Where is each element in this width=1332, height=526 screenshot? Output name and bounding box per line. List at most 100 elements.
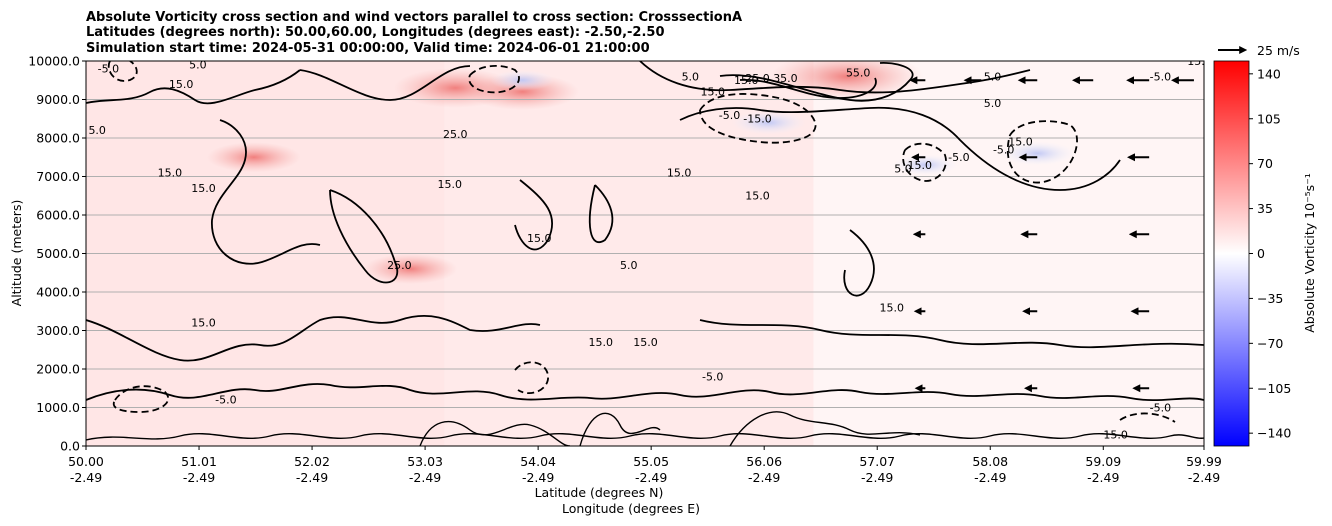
y-tick-label-3: 3000.0 [36, 323, 80, 338]
x-tick-lon-6: -2.49 [748, 470, 780, 485]
contour-label-13: 5.0 [189, 59, 207, 72]
negative-contours [107, 61, 1176, 423]
contour-label-10: 25.0 [443, 128, 468, 141]
vorticity-min-5 [893, 154, 958, 176]
x-tick-lon-8: -2.49 [974, 470, 1006, 485]
y-axis-label: Altitude (meters) [9, 200, 24, 307]
x-tick-lat-1: 51.01 [181, 454, 217, 469]
x-tick-lat-9: 59.09 [1085, 454, 1121, 469]
x-tick-lon-7: -2.49 [861, 470, 893, 485]
contour-label-8: 15.0 [667, 167, 692, 180]
y-tick-label-6: 6000.0 [36, 208, 80, 223]
contour-label-31: -5.0 [993, 143, 1014, 156]
colorbar-tick-label-6: −70 [1257, 336, 1283, 351]
contour-label-1: 15.0 [700, 86, 725, 99]
contour-label-4: 35.0 [773, 72, 798, 85]
contour-label-32: 15.0 [907, 159, 932, 172]
contour-label-27: -5.0 [1150, 70, 1171, 83]
colorbar-tick-label-8: −140 [1257, 426, 1291, 441]
contour-label-35: 15.0 [880, 301, 905, 314]
contour-label-6: -5.0 [719, 109, 740, 122]
y-tick-label-7: 7000.0 [36, 169, 80, 184]
x-tick-lat-0: 50.00 [68, 454, 104, 469]
y-tick-label-8: 8000.0 [36, 131, 80, 146]
contour-label-22: 15.0 [589, 336, 614, 349]
chart-title-line-2: Latitudes (degrees north): 50.00,60.00, … [86, 25, 665, 40]
contour-label-19: 15.0 [191, 317, 216, 330]
x-tick-lon-3: -2.49 [409, 470, 441, 485]
wind-vectors [909, 76, 1194, 393]
x-axis-label-longitude: Longitude (degrees E) [562, 501, 700, 516]
contour-label-18: 15.0 [191, 182, 216, 195]
x-tick-lat-2: 52.02 [294, 454, 330, 469]
x-tick-lon-1: -2.49 [183, 470, 215, 485]
contour-lines [86, 61, 1204, 401]
x-axis-label-latitude: Latitude (degrees N) [535, 485, 664, 500]
vector-key-label: 25 m/s [1257, 43, 1300, 58]
x-tick-lon-0: -2.49 [70, 470, 102, 485]
x-tick-lat-4: 54.04 [520, 454, 556, 469]
vector-key: 25 m/s [1218, 43, 1300, 58]
colorbar-tick-label-5: −35 [1257, 291, 1283, 306]
x-tick-lon-5: -2.49 [635, 470, 667, 485]
contour-label-14: 15.0 [169, 78, 194, 91]
x-tick-lat-6: 56.06 [746, 454, 782, 469]
contour-label-2: 15.0 [734, 74, 759, 87]
colorbar-tick-label-3: 35 [1257, 201, 1273, 216]
contour-label-0: 5.0 [682, 70, 700, 83]
contour-label-9: 15.0 [633, 336, 658, 349]
contour-label-24: -5.0 [215, 394, 236, 407]
y-tick-label-5: 5000.0 [36, 246, 80, 261]
contour-label-25: -5.0 [1150, 401, 1171, 414]
contour-label-33: 5.0 [894, 163, 912, 176]
colorbar-tick-label-7: −105 [1257, 381, 1291, 396]
contour-label-36: 15.0 [1187, 55, 1212, 68]
contour-label-11: 25.0 [387, 259, 412, 272]
chart-title-line-3: Simulation start time: 2024-05-31 00:00:… [86, 41, 650, 56]
y-tick-label-9: 9000.0 [36, 92, 80, 107]
contour-label-20: 15.0 [527, 232, 552, 245]
horizontal-grid [86, 61, 1204, 446]
colorbar-ticks: 140 105 70 35 0 −35 −70 −105 −140 [1249, 66, 1291, 441]
contour-label-5: 55.0 [846, 66, 871, 79]
colorbar-tick-label-4: 0 [1257, 246, 1265, 261]
contour-label-15: -5.0 [98, 63, 119, 76]
contour-label-21: 5.0 [620, 259, 638, 272]
vorticity-min-6 [490, 69, 555, 91]
y-tick-label-2: 2000.0 [36, 362, 80, 377]
y-axis: 0.0 1000.0 2000.0 3000.0 4000.0 5000.0 6000.0 7… [28, 54, 86, 454]
contour-label-28: 5.0 [984, 70, 1002, 83]
contour-label-29: 5.0 [984, 97, 1002, 110]
x-tick-lat-3: 53.03 [407, 454, 443, 469]
colorbar-tick-label-0: 140 [1257, 66, 1281, 81]
colorbar-gradient [1213, 60, 1250, 447]
surface-contour-clutter [86, 411, 1204, 446]
colorbar-tick-label-2: 70 [1257, 156, 1273, 171]
x-tick-lon-4: -2.49 [522, 470, 554, 485]
x-tick-lon-10: -2.49 [1188, 470, 1220, 485]
field-extrema [206, 61, 1075, 284]
contour-label-23: -5.0 [702, 371, 723, 384]
colorbar: 140 105 70 35 0 −35 −70 −105 −140 Absolute Vorti… [1213, 60, 1317, 447]
y-tick-label-10: 10000.0 [28, 54, 80, 69]
x-tick-lat-7: 57.07 [859, 454, 895, 469]
contour-label-30: 15.0 [1008, 136, 1033, 149]
contour-label-12: 15.0 [437, 178, 462, 191]
x-axis: 50.00-2.4951.01-2.4952.02-2.4953.03-2.49… [68, 446, 1222, 485]
x-tick-lat-10: 59.99 [1186, 454, 1222, 469]
vorticity-min-3 [731, 110, 806, 135]
x-tick-lat-8: 58.08 [972, 454, 1008, 469]
x-tick-lat-5: 55.05 [633, 454, 669, 469]
vorticity-max-7 [363, 253, 458, 284]
contour-label-16: 5.0 [88, 124, 106, 137]
y-tick-label-0: 0.0 [60, 439, 80, 454]
contour-label-7: -15.0 [743, 113, 771, 126]
x-tick-lon-2: -2.49 [296, 470, 328, 485]
contour-label-26: -5.0 [948, 151, 969, 164]
plot-area: 5.015.015.025.0 35.0 55.0-5.0 -15.015.015.0… [86, 55, 1212, 446]
y-tick-label-4: 4000.0 [36, 285, 80, 300]
contour-label-3: 25.0 [745, 72, 770, 85]
contour-label-34: 15.0 [745, 190, 770, 203]
colorbar-label: Absolute Vorticity 10⁻⁵s⁻¹ [1302, 173, 1317, 333]
